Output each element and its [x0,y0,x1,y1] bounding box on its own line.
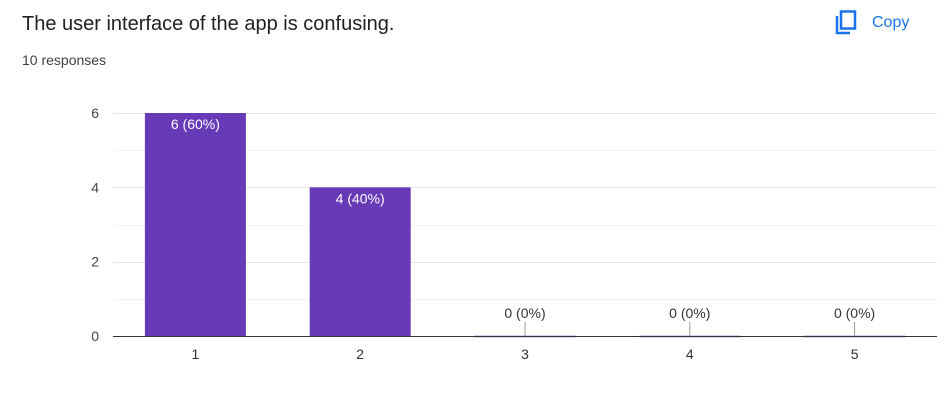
bar [309,187,411,336]
x-tick-label: 1 [192,346,200,362]
gridlines [113,113,937,300]
bars [144,113,906,338]
copy-label: Copy [872,14,910,31]
y-tick-label: 0 [91,328,99,344]
x-axis-ticks: 1 2 3 4 5 [192,346,859,362]
data-label: 0 (0%) [834,305,875,321]
responses-count: 10 responses [22,52,107,68]
data-labels: 6 (60%) 4 (40%) 0 (0%) 0 (0%) 0 (0%) [171,116,875,336]
data-label: 4 (40%) [336,190,385,206]
y-axis-ticks: 0 2 4 6 [91,105,99,344]
x-tick-label: 4 [686,346,694,362]
data-label: 0 (0%) [669,305,710,321]
y-tick-label: 2 [91,254,99,270]
x-tick-label: 3 [521,346,529,362]
x-tick-label: 5 [851,346,859,362]
copy-button[interactable]: Copy [834,8,909,38]
y-tick-label: 4 [91,179,99,195]
bar [144,113,246,336]
x-tick-label: 2 [356,346,364,362]
copy-icon [835,10,857,35]
data-label: 0 (0%) [504,305,545,321]
question-title: The user interface of the app is confusi… [22,13,395,35]
y-tick-label: 6 [91,105,99,121]
data-label: 6 (60%) [171,116,220,132]
